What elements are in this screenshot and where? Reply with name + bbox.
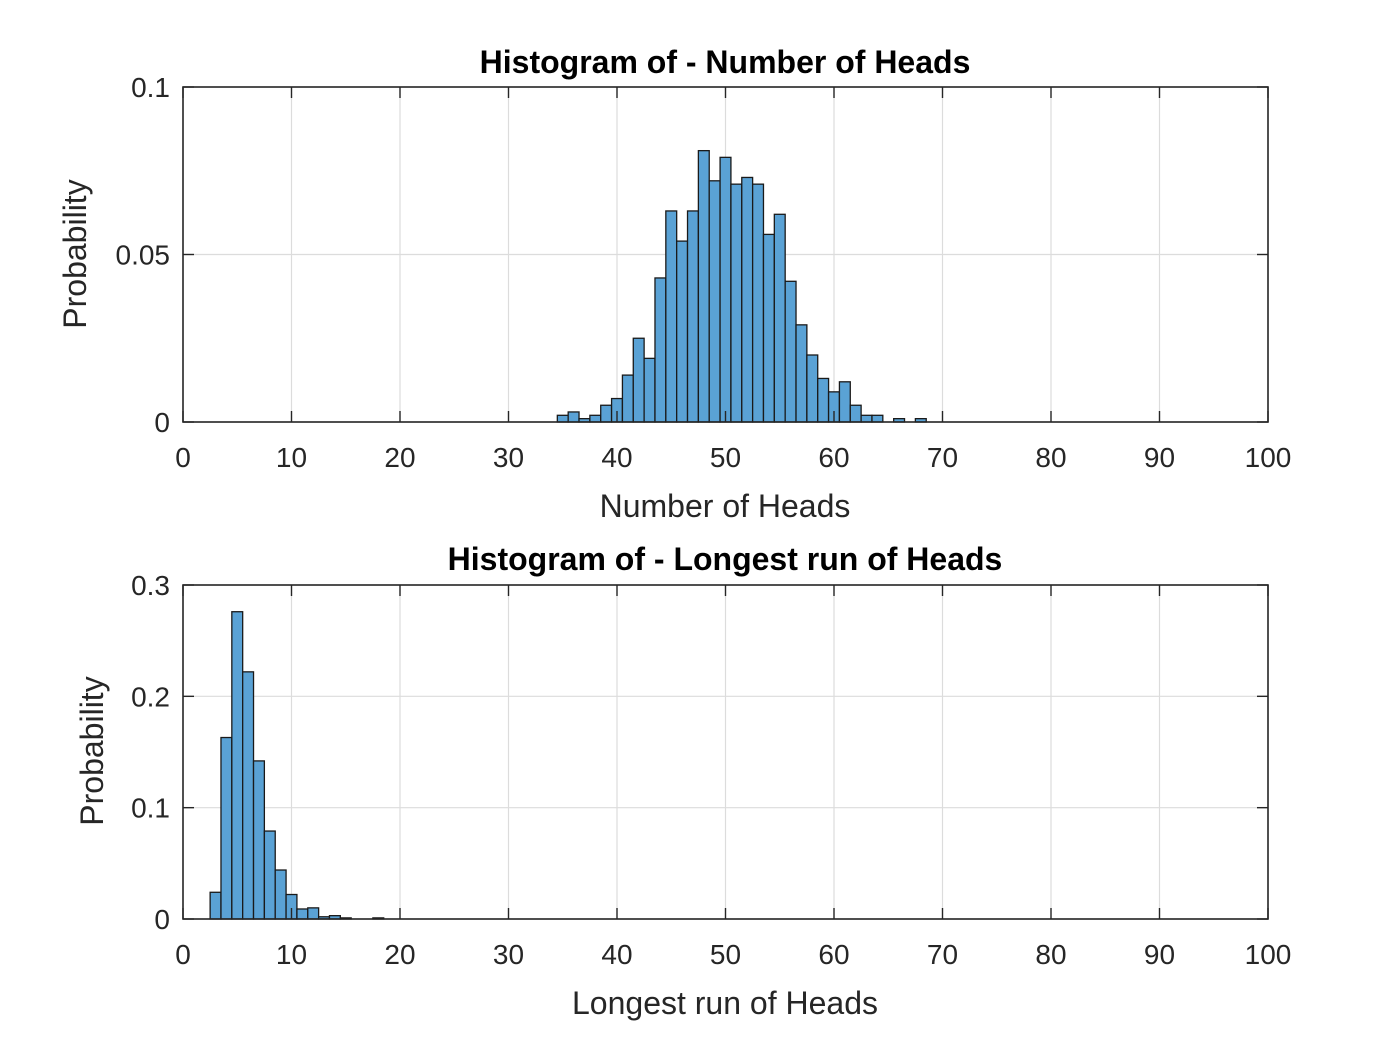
x-tick-label: 30 — [493, 939, 524, 970]
y-tick-label: 0.3 — [131, 570, 170, 601]
x-tick-label: 60 — [818, 442, 849, 473]
histogram-bar — [751, 183, 765, 423]
subplot-longest-run: Histogram of - Longest run of Heads 0 10 2… — [74, 541, 1291, 1021]
histogram-bar — [589, 414, 602, 423]
y-tick-label: 0.1 — [131, 72, 170, 103]
x-tick-label: 70 — [927, 939, 958, 970]
histogram-bar — [741, 176, 754, 423]
x-tick-label: 40 — [601, 939, 632, 970]
histogram-bar — [860, 414, 873, 423]
histogram-bar — [252, 760, 266, 920]
x-tick-label: 0 — [175, 442, 191, 473]
histogram-bar — [838, 381, 851, 423]
histogram-bar — [719, 156, 732, 423]
x-tick-label: 40 — [601, 442, 632, 473]
histogram-bar — [871, 414, 884, 423]
histogram-bar — [730, 183, 743, 423]
histogram-bar — [697, 149, 710, 423]
x-axis-label: Longest run of Heads — [572, 985, 878, 1021]
histogram-bar — [676, 240, 689, 423]
histogram-bar — [567, 411, 580, 423]
y-tick-label: 0.2 — [131, 681, 170, 712]
y-tick-label: 0 — [154, 407, 170, 438]
y-tick-label: 0.1 — [131, 793, 170, 824]
x-tick-label: 90 — [1144, 939, 1175, 970]
x-tick-label: 50 — [710, 442, 741, 473]
histogram-bar — [600, 404, 613, 423]
x-tick-label: 10 — [276, 442, 307, 473]
x-tick-label: 60 — [818, 939, 849, 970]
histogram-bar — [784, 280, 797, 423]
x-tick-label: 100 — [1245, 442, 1292, 473]
histogram-bar — [686, 210, 700, 423]
bars — [556, 149, 927, 423]
x-tick-label: 100 — [1245, 939, 1292, 970]
chart-title: Histogram of - Number of Heads — [480, 44, 971, 80]
x-tick-label: 80 — [1035, 939, 1066, 970]
histogram-bar — [665, 210, 678, 423]
histogram-bar — [274, 869, 287, 920]
histogram-bar — [209, 891, 222, 920]
histogram-bar — [621, 374, 634, 423]
histogram-bar — [806, 354, 819, 423]
x-tick-label: 10 — [276, 939, 307, 970]
histogram-bar — [849, 404, 862, 423]
chart-title: Histogram of - Longest run of Heads — [448, 541, 1003, 577]
histogram-bar — [708, 180, 721, 423]
bars — [209, 611, 385, 920]
y-tick-label: 0 — [154, 904, 170, 935]
histogram-bar — [242, 671, 255, 920]
x-tick-label: 50 — [710, 939, 741, 970]
ticks: 0 10 20 30 40 50 60 70 80 90 100 0 0.1 0.2 0.3 — [131, 570, 1291, 970]
histogram-bar — [795, 324, 808, 423]
histogram-bar — [296, 908, 309, 920]
histogram-bar — [632, 337, 645, 423]
grid — [182, 584, 1269, 920]
x-tick-label: 90 — [1144, 442, 1175, 473]
histogram-bar — [654, 277, 667, 423]
x-tick-label: 80 — [1035, 442, 1066, 473]
subplot-number-of-heads: Histogram of - Number of Heads 0 10 20 30 40… — [57, 44, 1291, 524]
x-tick-label: 70 — [927, 442, 958, 473]
histogram-bar — [307, 907, 320, 920]
x-tick-label: 20 — [384, 939, 415, 970]
histogram-bar — [773, 213, 786, 423]
histogram-bar — [231, 611, 244, 920]
y-axis-label: Probability — [57, 179, 93, 328]
histogram-bar — [263, 830, 276, 920]
x-tick-label: 30 — [493, 442, 524, 473]
ticks: 0 10 20 30 40 50 60 70 80 90 100 0 0.05 0.1 — [116, 72, 1292, 473]
histogram-bar — [817, 377, 830, 423]
x-axis-label: Number of Heads — [600, 488, 851, 524]
histogram-bar — [762, 233, 775, 423]
y-tick-label: 0.05 — [116, 240, 171, 271]
histogram-bar — [556, 414, 569, 423]
x-tick-label: 0 — [175, 939, 191, 970]
histogram-bar — [643, 357, 656, 423]
x-tick-label: 20 — [384, 442, 415, 473]
histogram-bar — [220, 736, 233, 920]
y-axis-label: Probability — [74, 676, 110, 825]
